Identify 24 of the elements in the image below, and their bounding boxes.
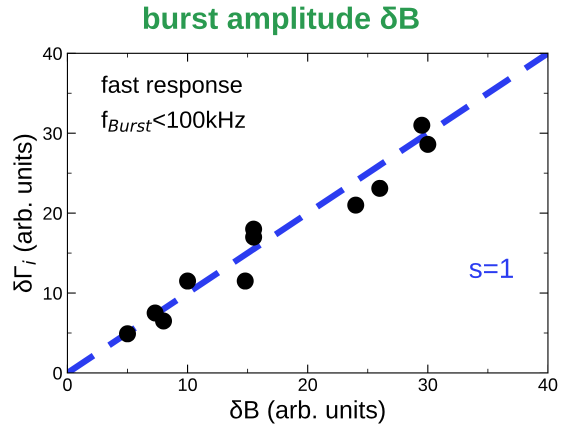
x-tick-label: 0 bbox=[63, 378, 72, 392]
x-tick-label: 30 bbox=[418, 378, 438, 392]
point bbox=[419, 136, 436, 153]
annotation: fast response bbox=[101, 76, 242, 98]
text: s=1 bbox=[470, 258, 513, 278]
y-tick-label: 0 bbox=[53, 366, 62, 380]
point bbox=[413, 116, 430, 134]
point bbox=[347, 196, 364, 214]
point bbox=[179, 272, 196, 290]
y-tick-label: 30 bbox=[43, 127, 62, 140]
x-tick-label: 20 bbox=[298, 378, 318, 392]
point bbox=[119, 325, 136, 342]
point bbox=[155, 312, 172, 330]
x-tick-label: 40 bbox=[538, 378, 558, 392]
annotation: f$_{Burst}$<100kHz bbox=[101, 110, 245, 132]
y-axis-title: δΓ$_{i}$ (arb. units) bbox=[13, 134, 37, 292]
point bbox=[371, 180, 388, 197]
x-tick-label: 10 bbox=[178, 378, 197, 392]
y-tick-label: 20 bbox=[43, 207, 62, 220]
x-axis-title: δB (arb. units) bbox=[230, 400, 385, 424]
chart-title: burst amplitude δB bbox=[144, 6, 419, 36]
y-tick-label: 10 bbox=[44, 286, 62, 300]
point bbox=[236, 272, 254, 290]
y-tick-label: 40 bbox=[42, 47, 62, 60]
